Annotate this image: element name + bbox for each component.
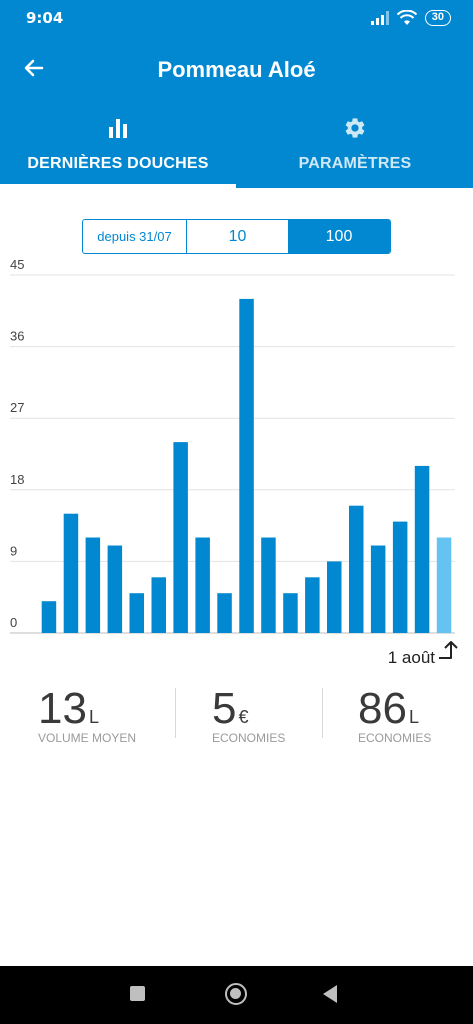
chart-bar[interactable] (327, 561, 342, 633)
chart-date-label: 1 août (387, 648, 435, 667)
chart-bar[interactable] (129, 593, 145, 633)
shower-volume-chart: 0 9 18 27 36 45 (10, 260, 455, 634)
chart-bar[interactable] (107, 545, 123, 634)
back-icon[interactable] (323, 985, 337, 1003)
chart-grid: 0 9 18 27 36 45 (10, 260, 455, 634)
stat-average-volume: 13 L VOLUME MOYEN (38, 684, 136, 747)
stat-unit: € (238, 707, 249, 727)
chart-bar[interactable] (370, 545, 386, 634)
stat-value: 5 (212, 684, 237, 733)
y-tick-label: 18 (10, 472, 24, 487)
chart-bar[interactable] (261, 537, 276, 634)
home-icon[interactable] (225, 983, 247, 1005)
chart-bar[interactable] (173, 442, 188, 633)
chart-bar[interactable] (414, 465, 430, 633)
chart-bar[interactable] (392, 521, 408, 633)
stat-value: 13 (38, 684, 87, 733)
battery-indicator: 30 (424, 10, 451, 26)
stat-caption: ECONOMIES (358, 731, 432, 745)
stat-divider (175, 688, 176, 738)
status-time: 9:04 (26, 9, 64, 27)
y-tick-label: 9 (10, 543, 17, 558)
chart-bar[interactable] (283, 593, 298, 633)
gear-icon (345, 118, 365, 138)
chart-bar[interactable] (85, 537, 101, 634)
back-arrow-icon[interactable] (18, 52, 50, 84)
chart-bar[interactable] (305, 577, 320, 633)
chart-bar[interactable] (151, 577, 167, 633)
period-10-button[interactable]: 10 (228, 227, 247, 245)
chart-bar[interactable] (63, 513, 79, 633)
stat-savings-water: 86 L ECONOMIES (358, 684, 431, 747)
app-header: 9:04 30 Pommeau Aloé DERN (0, 0, 473, 188)
system-nav-bar (0, 966, 473, 1024)
tab-latest-showers[interactable]: DERNIÈRES DOUCHES (0, 108, 236, 188)
chart-bars (41, 298, 452, 634)
status-bar: 9:04 30 (0, 0, 473, 36)
jump-to-latest-icon[interactable] (437, 638, 461, 662)
tab-label: DERNIÈRES DOUCHES (27, 155, 209, 172)
chart-bar[interactable] (195, 537, 210, 634)
chart-bar[interactable] (349, 505, 364, 633)
stat-unit: L (88, 707, 99, 727)
stat-divider (322, 688, 323, 738)
y-tick-label: 45 (10, 260, 24, 272)
stat-caption: ECONOMIES (212, 731, 286, 745)
tab-label: PARAMÈTRES (298, 155, 412, 172)
bar-chart-icon (109, 119, 127, 138)
y-tick-label: 27 (10, 400, 24, 415)
stat-caption: VOLUME MOYEN (38, 731, 137, 745)
signal-icon (370, 11, 389, 25)
chart-bar[interactable] (436, 537, 452, 634)
stat-unit: L (408, 707, 419, 727)
period-since-date-button[interactable]: depuis 31/07 (83, 220, 187, 253)
stat-savings-money: 5 € ECONOMIES (212, 684, 285, 747)
status-icons: 30 (370, 9, 451, 27)
chart-bar[interactable] (239, 298, 254, 633)
tab-settings[interactable]: PARAMÈTRES (237, 108, 473, 188)
wifi-icon (396, 10, 417, 25)
period-selector: depuis 31/07 10 100 (82, 219, 391, 254)
stat-value: 86 (358, 684, 407, 733)
y-tick-label: 0 (10, 615, 17, 630)
chart-bar[interactable] (41, 601, 57, 633)
chart-bar[interactable] (217, 593, 232, 633)
period-100-button[interactable]: 100 (288, 220, 390, 253)
page-title: Pommeau Aloé (157, 57, 316, 82)
active-tab-indicator (0, 184, 236, 188)
y-tick-label: 36 (10, 329, 24, 344)
recent-apps-icon[interactable] (130, 986, 145, 1001)
